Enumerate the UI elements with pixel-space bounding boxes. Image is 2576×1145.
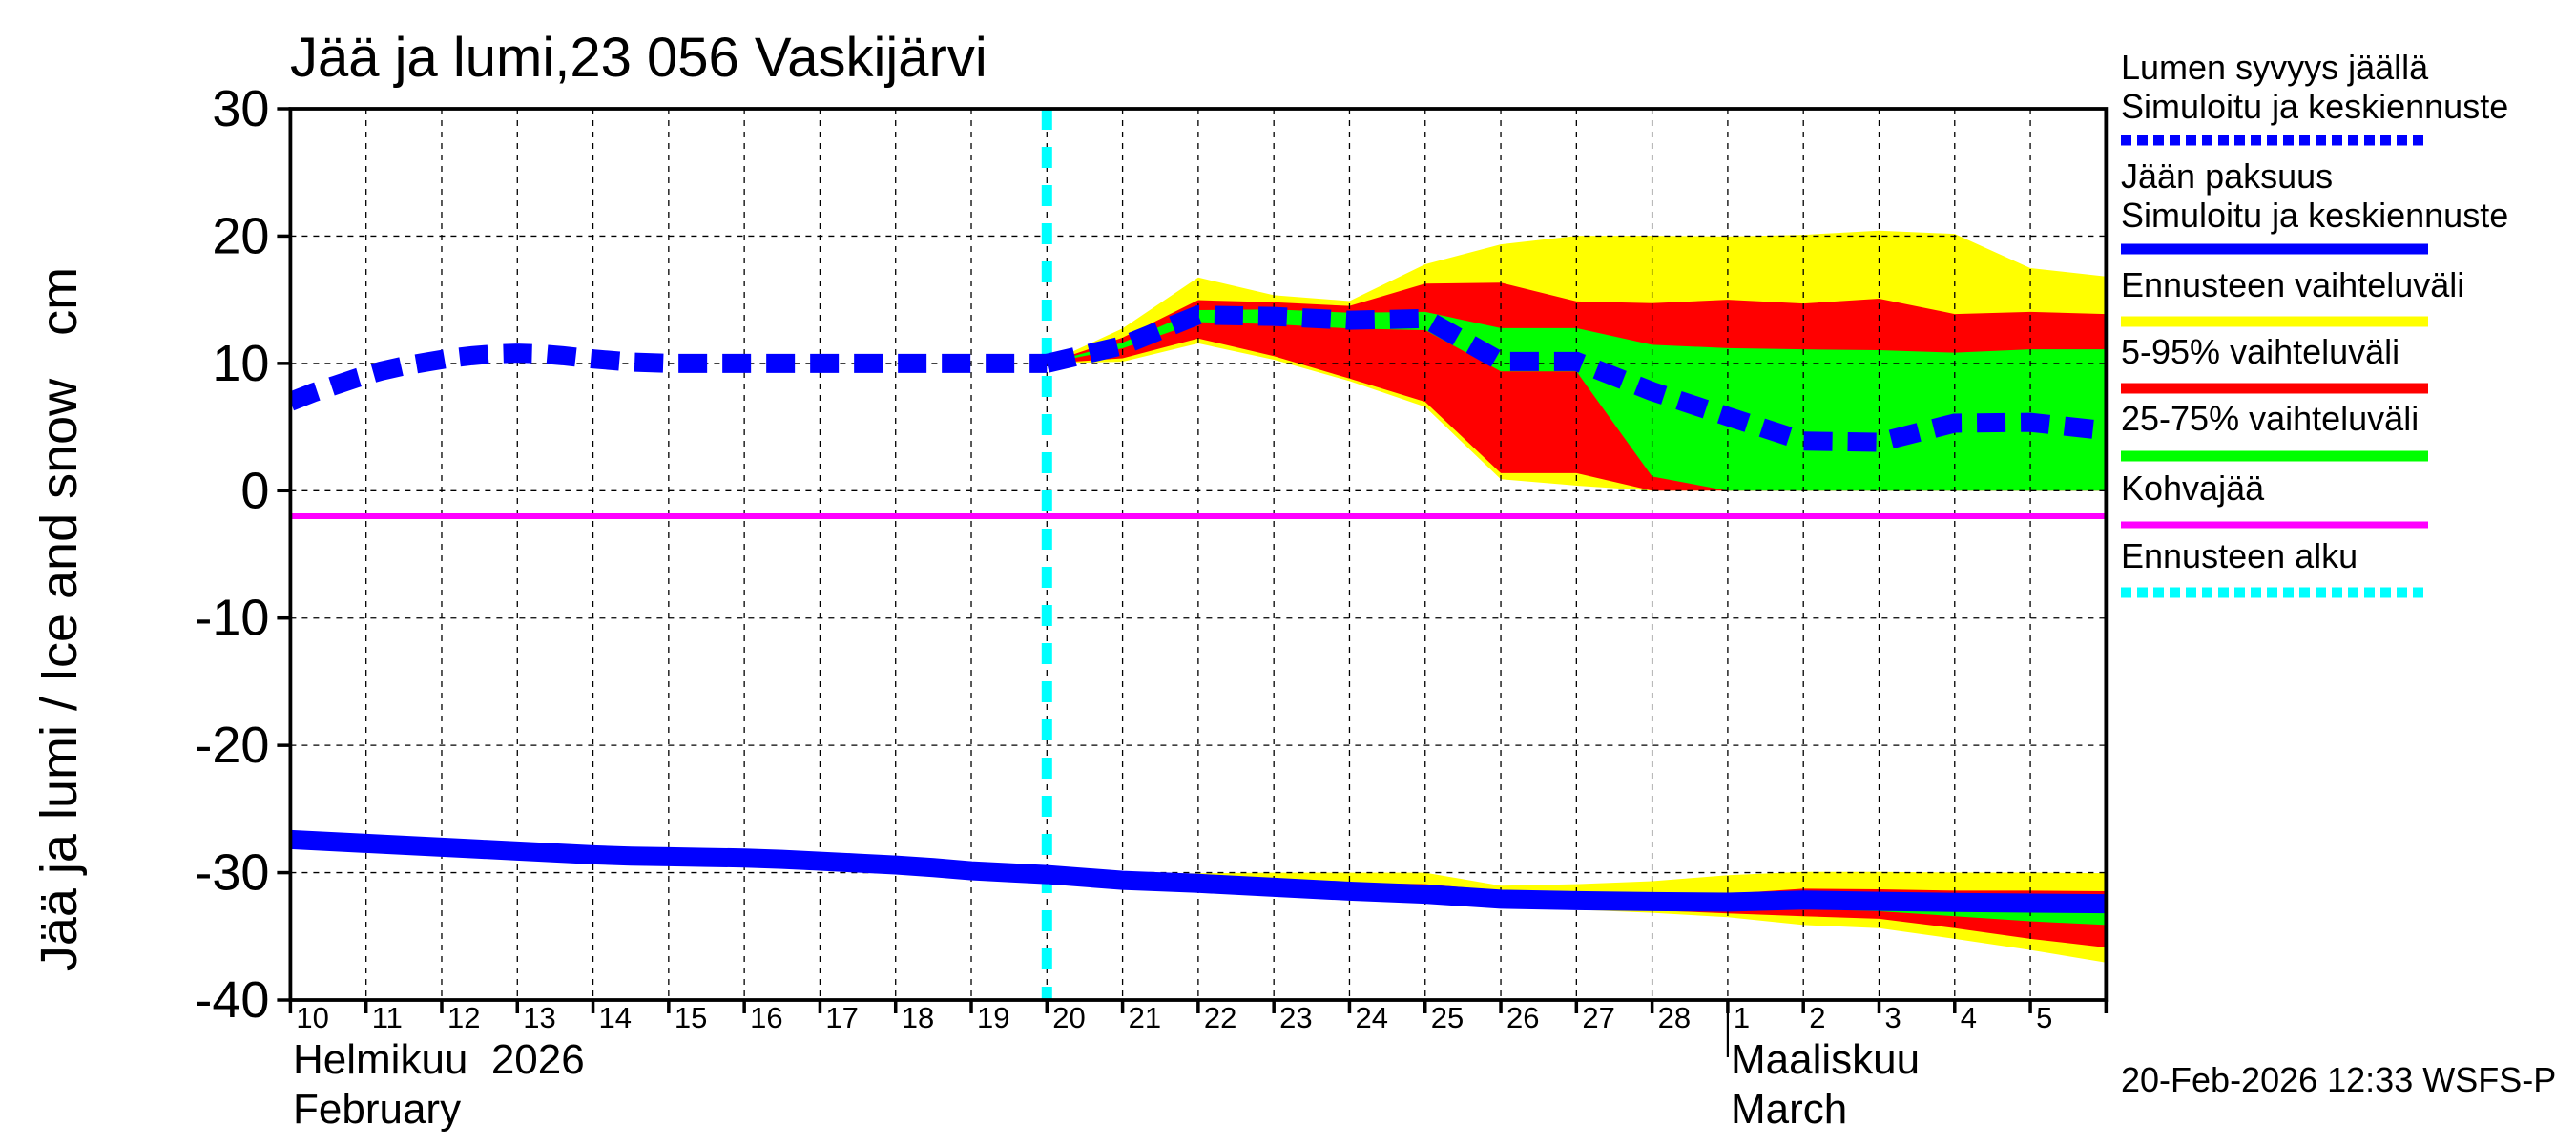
svg-text:5: 5 (2036, 1001, 2052, 1034)
svg-text:17: 17 (825, 1001, 858, 1034)
svg-text:-10: -10 (195, 590, 269, 647)
svg-text:4: 4 (1961, 1001, 1977, 1034)
svg-text:14: 14 (599, 1001, 632, 1034)
svg-text:23: 23 (1279, 1001, 1312, 1034)
svg-text:-40: -40 (195, 971, 269, 1029)
svg-text:24: 24 (1355, 1001, 1387, 1034)
svg-text:10: 10 (296, 1001, 328, 1034)
svg-text:Ennusteen vaihteluväli: Ennusteen vaihteluväli (2121, 265, 2464, 304)
svg-text:0: 0 (240, 462, 269, 519)
svg-text:16: 16 (750, 1001, 782, 1034)
svg-text:21: 21 (1129, 1001, 1161, 1034)
svg-text:19: 19 (977, 1001, 1009, 1034)
svg-text:22: 22 (1204, 1001, 1236, 1034)
svg-text:2: 2 (1809, 1001, 1825, 1034)
svg-text:3: 3 (1884, 1001, 1901, 1034)
svg-text:Helmikuu 2026: Helmikuu 2026 (293, 1036, 585, 1083)
svg-text:28: 28 (1658, 1001, 1691, 1034)
svg-text:Maaliskuu: Maaliskuu (1731, 1036, 1920, 1083)
svg-text:20: 20 (1052, 1001, 1085, 1034)
svg-text:Simuloitu ja keskiennuste: Simuloitu ja keskiennuste (2121, 196, 2508, 235)
svg-text:February: February (293, 1086, 461, 1133)
svg-text:11: 11 (372, 1001, 403, 1034)
svg-text:Simuloitu ja keskiennuste: Simuloitu ja keskiennuste (2121, 87, 2508, 126)
svg-text:26: 26 (1506, 1001, 1539, 1034)
svg-text:Jää ja lumi,23 056 Vaskijärvi: Jää ja lumi,23 056 Vaskijärvi (290, 27, 987, 89)
svg-text:30: 30 (212, 80, 269, 137)
svg-text:March: March (1731, 1086, 1847, 1133)
svg-text:Lumen syvyys jäällä: Lumen syvyys jäällä (2121, 48, 2429, 87)
svg-text:Jää ja lumi / Ice and snow c: Jää ja lumi / Ice and snow cm (31, 267, 88, 971)
svg-text:Jään paksuus: Jään paksuus (2121, 156, 2333, 196)
svg-text:15: 15 (675, 1001, 707, 1034)
svg-text:18: 18 (902, 1001, 934, 1034)
svg-text:13: 13 (523, 1001, 555, 1034)
svg-text:20-Feb-2026 12:33 WSFS-P: 20-Feb-2026 12:33 WSFS-P (2121, 1060, 2556, 1099)
svg-text:5-95% vaihteluväli: 5-95% vaihteluväli (2121, 332, 2399, 371)
svg-text:Kohvajää: Kohvajää (2121, 468, 2265, 508)
svg-text:10: 10 (212, 335, 269, 392)
svg-text:25: 25 (1431, 1001, 1464, 1034)
svg-text:-30: -30 (195, 844, 269, 902)
svg-text:12: 12 (447, 1001, 480, 1034)
svg-text:Ennusteen alku: Ennusteen alku (2121, 536, 2358, 575)
svg-text:25-75% vaihteluväli: 25-75% vaihteluväli (2121, 399, 2419, 438)
svg-text:27: 27 (1582, 1001, 1614, 1034)
svg-text:-20: -20 (195, 717, 269, 774)
svg-text:1: 1 (1734, 1001, 1750, 1034)
svg-text:20: 20 (212, 207, 269, 264)
